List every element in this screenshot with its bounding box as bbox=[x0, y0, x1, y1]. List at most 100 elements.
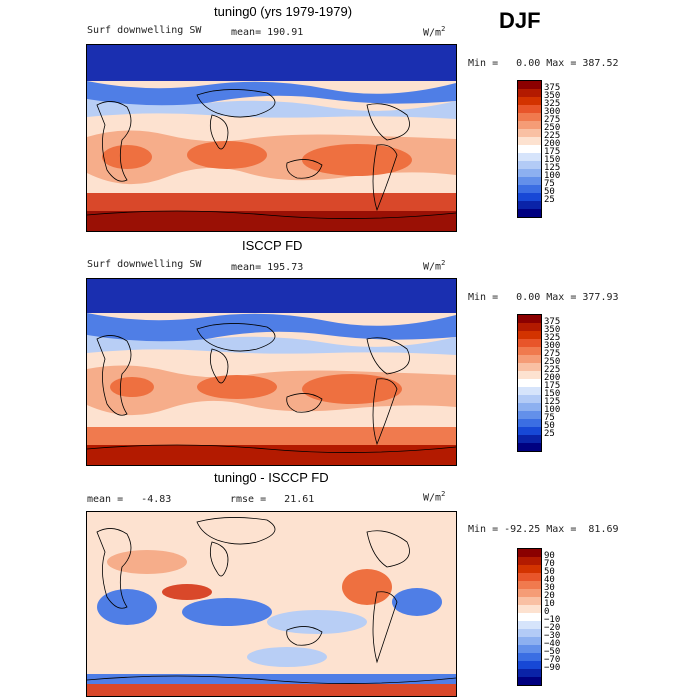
panel-1-variable: Surf downwelling SW bbox=[87, 25, 202, 36]
colorbar-swatch bbox=[518, 193, 541, 201]
colorbar-tick: −20 bbox=[544, 623, 561, 633]
map-1-svg bbox=[87, 45, 456, 231]
colorbar-swatch bbox=[518, 597, 541, 605]
panel-2-units: W/m2 bbox=[423, 259, 445, 272]
anomaly-patch bbox=[342, 569, 392, 605]
colorbar-swatch bbox=[518, 81, 541, 89]
panel-3-rmse: rmse = 21.61 bbox=[230, 494, 315, 505]
colorbar-swatch bbox=[518, 573, 541, 581]
colorbar-tick: 50 bbox=[544, 187, 555, 197]
anomaly-patch bbox=[247, 647, 327, 667]
units-superscript: 2 bbox=[441, 490, 446, 498]
panel-3-minmax: Min = -92.25 Max = 81.69 bbox=[468, 524, 619, 535]
colorbar-swatch bbox=[518, 347, 541, 355]
panel-3-units: W/m2 bbox=[423, 490, 445, 503]
colorbar-tick: 300 bbox=[544, 107, 561, 117]
colorbar-swatch bbox=[518, 315, 541, 323]
colorbar-swatch bbox=[518, 331, 541, 339]
panel-1-mean: mean= 190.91 bbox=[231, 27, 304, 38]
colorbar-tick: 0 bbox=[544, 607, 550, 617]
colorbar-tick: 100 bbox=[544, 171, 561, 181]
season-label: DJF bbox=[499, 8, 541, 33]
map-3-svg bbox=[87, 512, 456, 696]
colorbar-swatch bbox=[518, 145, 541, 153]
colorbar-swatch bbox=[518, 371, 541, 379]
colorbar-swatch bbox=[518, 645, 541, 653]
colorbar-swatch bbox=[518, 177, 541, 185]
colorbar-tick: 20 bbox=[544, 591, 555, 601]
colorbar-swatch bbox=[518, 637, 541, 645]
panel-1-units: W/m2 bbox=[423, 25, 445, 38]
panel-3-mean: mean = -4.83 bbox=[87, 494, 172, 505]
colorbar-tick: 275 bbox=[544, 115, 561, 125]
colorbar-tick: 50 bbox=[544, 421, 555, 431]
colorbar-swatch bbox=[518, 613, 541, 621]
colorbar-swatch bbox=[518, 113, 541, 121]
colorbar-swatch bbox=[518, 129, 541, 137]
colorbar-tick: −10 bbox=[544, 615, 561, 625]
colorbar-tick: 200 bbox=[544, 373, 561, 383]
mid-latitude-blue-band bbox=[87, 81, 456, 109]
colorbar-tick: −90 bbox=[544, 663, 561, 673]
warm-region bbox=[197, 375, 277, 399]
colorbar-swatch bbox=[518, 323, 541, 331]
colorbar-tick: 175 bbox=[544, 147, 561, 157]
colorbar-tick: 75 bbox=[544, 413, 555, 423]
colorbar-swatch bbox=[518, 121, 541, 129]
colorbar-tick: 40 bbox=[544, 575, 555, 585]
colorbar-tick: 200 bbox=[544, 139, 561, 149]
colorbar-tick: 250 bbox=[544, 123, 561, 133]
colorbar-tick: 325 bbox=[544, 99, 561, 109]
colorbar-tick: 100 bbox=[544, 405, 561, 415]
panel-1-title: tuning0 (yrs 1979-1979) bbox=[214, 4, 353, 19]
anomaly-patch bbox=[267, 610, 367, 634]
light-blue-band bbox=[87, 335, 456, 355]
panel-2-variable: Surf downwelling SW bbox=[87, 259, 202, 270]
anomaly-patch bbox=[392, 588, 442, 616]
anomaly-patch bbox=[162, 584, 212, 600]
colorbar-swatch bbox=[518, 435, 541, 443]
polar-night-band bbox=[87, 279, 456, 313]
colorbar-swatch bbox=[518, 621, 541, 629]
colorbar-swatch bbox=[518, 209, 541, 217]
colorbar-swatch bbox=[518, 661, 541, 669]
anomaly-patch bbox=[107, 550, 187, 574]
colorbar-swatch bbox=[518, 565, 541, 573]
colorbar-tick: 375 bbox=[544, 317, 561, 327]
colorbar-tick: 350 bbox=[544, 91, 561, 101]
colorbar-tick: 375 bbox=[544, 83, 561, 93]
colorbar-tick: 325 bbox=[544, 333, 561, 343]
units-text: W/m bbox=[423, 492, 442, 504]
colorbar-swatch bbox=[518, 201, 541, 209]
colorbar-swatch bbox=[518, 443, 541, 451]
colorbar-tick: 225 bbox=[544, 131, 561, 141]
colorbar-tick: 300 bbox=[544, 341, 561, 351]
colorbar-swatch bbox=[518, 105, 541, 113]
panel-3-map bbox=[86, 511, 457, 697]
colorbar-swatch bbox=[518, 605, 541, 613]
units-text: W/m bbox=[423, 27, 442, 39]
antarctic-anomaly-band bbox=[87, 684, 456, 696]
colorbar-swatch bbox=[518, 653, 541, 661]
colorbar-swatch bbox=[518, 549, 541, 557]
colorbar-swatch bbox=[518, 363, 541, 371]
colorbar-swatch bbox=[518, 161, 541, 169]
southern-band bbox=[87, 427, 456, 449]
panel-1-map bbox=[86, 44, 457, 232]
units-superscript: 2 bbox=[441, 25, 446, 33]
colorbar-tick: −30 bbox=[544, 631, 561, 641]
units-superscript: 2 bbox=[441, 259, 446, 267]
colorbar-swatch bbox=[518, 153, 541, 161]
colorbar-swatch bbox=[518, 169, 541, 177]
coastlines bbox=[87, 323, 456, 453]
panel-1-colorbar bbox=[517, 80, 542, 218]
colorbar-swatch bbox=[518, 395, 541, 403]
panel-2-title: ISCCP FD bbox=[242, 238, 303, 253]
colorbar-tick: −50 bbox=[544, 647, 561, 657]
colorbar-swatch bbox=[518, 355, 541, 363]
colorbar-tick: 350 bbox=[544, 325, 561, 335]
colorbar-swatch bbox=[518, 677, 541, 685]
colorbar-swatch bbox=[518, 379, 541, 387]
antarctic-band bbox=[87, 445, 456, 465]
panel-2-colorbar bbox=[517, 314, 542, 452]
